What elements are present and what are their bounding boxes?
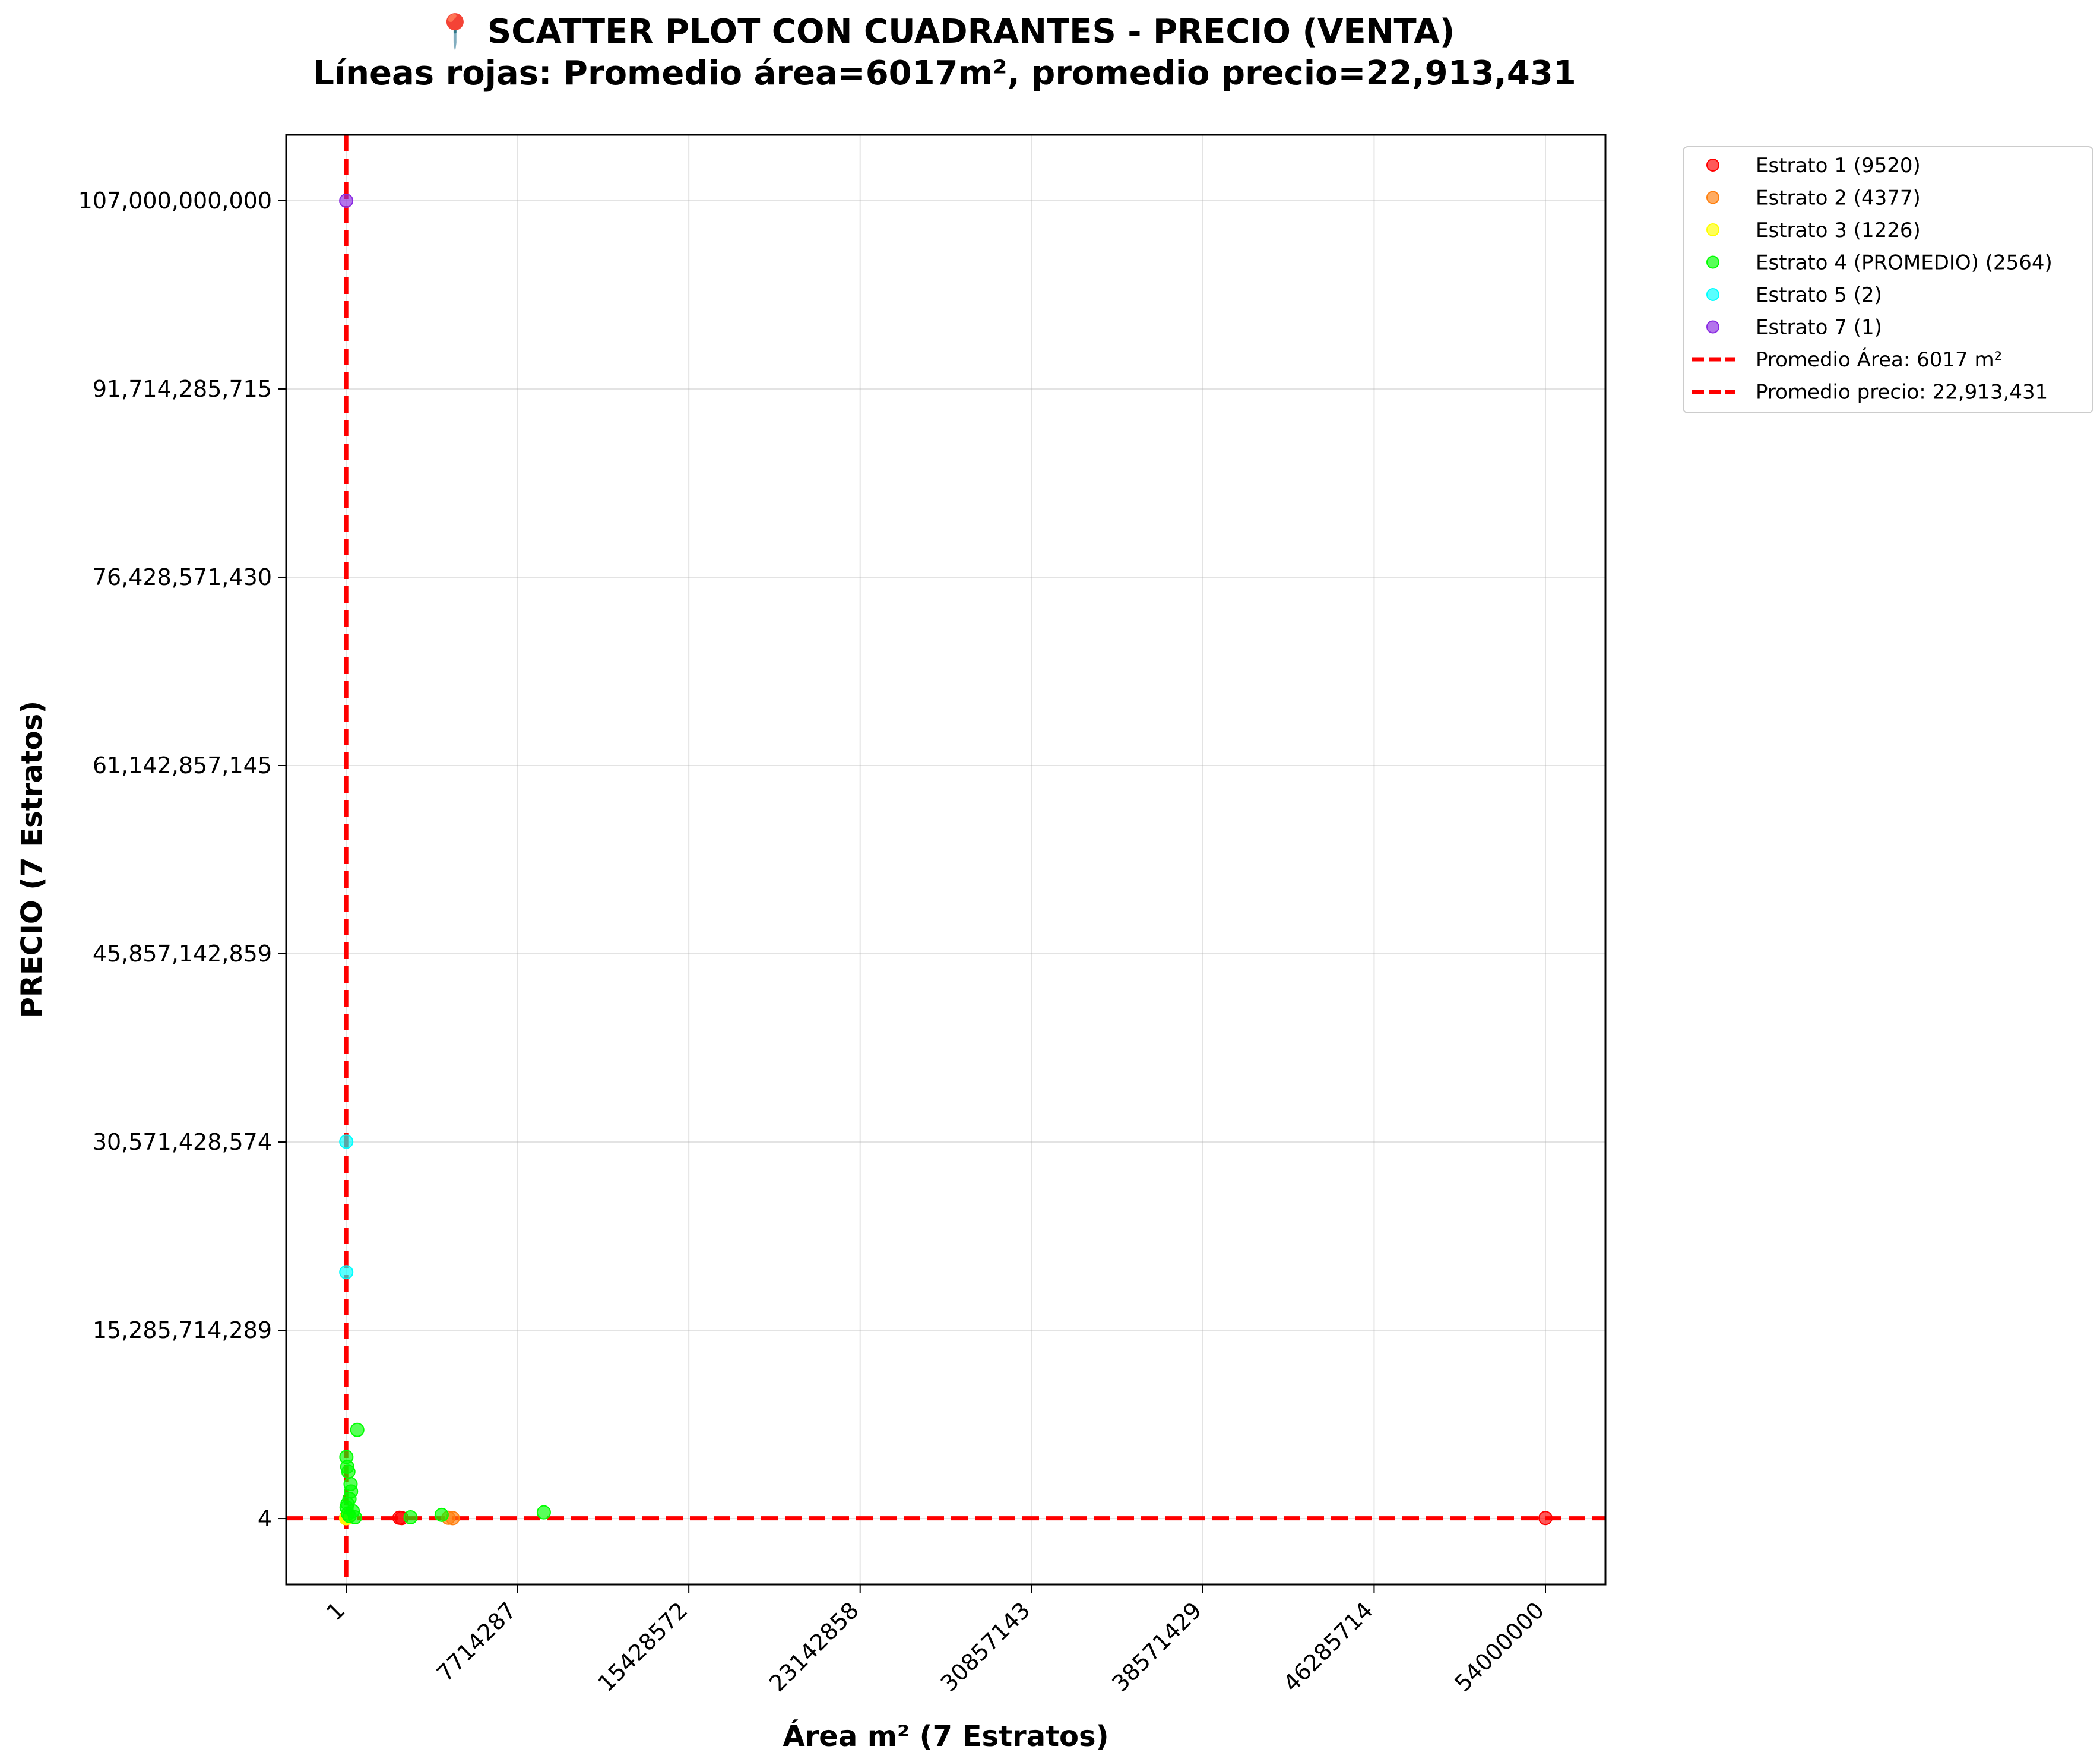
data-point	[339, 193, 354, 208]
data-points	[339, 193, 1553, 1526]
legend: Estrato 1 (9520) Estrato 2 (4377) Estrato …	[1683, 146, 2093, 413]
x-axis-label: Área m² (7 Estratos)	[783, 1719, 1108, 1753]
y-tick-label: 4	[258, 1505, 272, 1532]
y-tick-label: 30,571,428,574	[93, 1129, 272, 1155]
data-point	[339, 1265, 354, 1280]
legend-label: Estrato 3 (1226)	[1756, 219, 1921, 242]
data-point	[350, 1422, 365, 1437]
data-point	[339, 1134, 354, 1149]
y-tick-label: 76,428,571,430	[93, 564, 272, 590]
legend-label: Estrato 2 (4377)	[1756, 186, 1921, 210]
legend-marker	[1706, 255, 1719, 269]
y-tick-label: 15,285,714,289	[93, 1317, 272, 1343]
data-point	[342, 1508, 357, 1523]
legend-label: Estrato 5 (2)	[1756, 283, 1882, 307]
data-point	[1538, 1511, 1553, 1526]
y-axis-ticks: 4 15,285,714,289 30,571,428,574 45,857,142,…	[78, 188, 286, 1532]
legend-marker	[1706, 320, 1719, 334]
legend-label: Estrato 7 (1)	[1756, 316, 1882, 340]
chart-subtitle: Líneas rojas: Promedio área=6017m², prom…	[313, 54, 1576, 93]
data-point	[344, 1484, 359, 1499]
series-4-points	[339, 1422, 551, 1524]
data-point	[403, 1510, 418, 1524]
y-tick-label: 107,000,000,000	[78, 188, 272, 214]
y-axis-label: PRECIO (7 Estratos)	[15, 701, 49, 1018]
y-tick-label: 45,857,142,859	[93, 941, 272, 967]
legend-box	[1683, 146, 2093, 413]
plot-frame	[285, 134, 1607, 1586]
legend-marker	[1706, 223, 1719, 236]
legend-label: Promedio Área: 6017 m²	[1756, 347, 2002, 372]
series-5-points	[339, 1134, 354, 1280]
data-point	[536, 1505, 551, 1520]
legend-marker	[1706, 191, 1719, 204]
y-tick-label: 61,142,857,145	[93, 752, 272, 779]
legend-marker	[1706, 288, 1719, 301]
legend-label: Estrato 4 (PROMEDIO) (2564)	[1756, 251, 2053, 275]
chart-title: 📍 SCATTER PLOT CON CUADRANTES - PRECIO (…	[435, 12, 1455, 51]
data-point	[340, 1497, 355, 1511]
legend-label: Promedio precio: 22,913,431	[1756, 381, 2048, 404]
reference-lines	[286, 135, 1605, 1584]
legend-marker	[1706, 159, 1719, 172]
legend-label: Estrato 1 (9520)	[1756, 154, 1921, 178]
series-6-points	[339, 193, 354, 208]
y-tick-label: 91,714,285,715	[93, 376, 272, 402]
data-point	[434, 1507, 449, 1522]
data-point	[341, 1464, 356, 1479]
